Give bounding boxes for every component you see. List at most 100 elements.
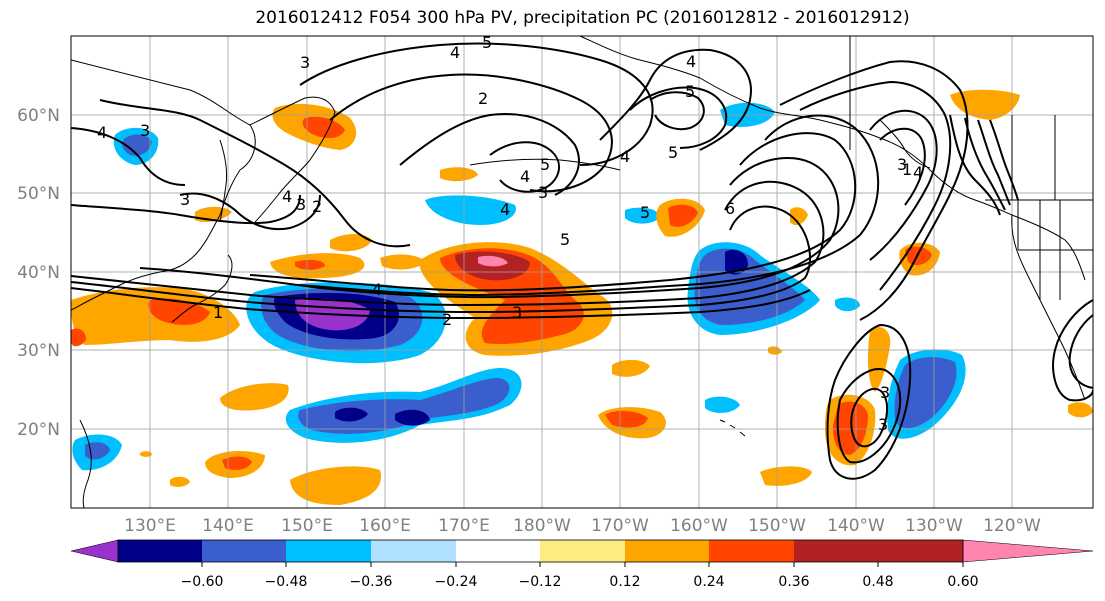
colorbar-labels: −0.60 −0.48 −0.36 −0.24 −0.12 0.12 0.24 …	[181, 574, 979, 590]
lon-label: 150°E	[281, 516, 333, 536]
coast-ca	[1011, 214, 1086, 401]
colorbar-segment	[371, 540, 456, 562]
latitude-labels: 20°N 30°N 40°N 50°N 60°N	[17, 106, 60, 440]
lat-label-30n: 30°N	[17, 341, 60, 361]
colorbar-label: 0.36	[778, 574, 809, 590]
contour-label: 4	[500, 200, 510, 219]
colorbar-segments	[118, 540, 878, 562]
neg-small-165w	[705, 396, 740, 413]
pos-gulf-alaska-red	[668, 204, 698, 227]
pos-subtrop-west	[220, 383, 289, 411]
coast-alaska	[579, 36, 1086, 281]
coast-kamchatka	[249, 96, 336, 223]
lat-label-50n: 50°N	[17, 184, 60, 204]
colorbar-label: −0.60	[181, 574, 224, 590]
lon-label: 180°W	[513, 516, 571, 536]
contour-label: 5	[668, 143, 678, 162]
pv-contour-2	[71, 205, 811, 314]
lon-label: 140°W	[827, 516, 885, 536]
contour-label: 3	[538, 183, 548, 202]
pos-band-central-pink	[478, 255, 508, 267]
lat-label-20n: 20°N	[17, 420, 60, 440]
pos-40n-west-2	[330, 234, 372, 252]
pv-contour-9	[71, 127, 186, 186]
pv-contour-12	[329, 73, 613, 193]
neg-alaska-2	[625, 207, 660, 224]
pos-se-corner	[1068, 402, 1093, 418]
lon-label: 160°W	[670, 516, 728, 536]
contour-label: 5	[540, 155, 550, 174]
contour-label: 4	[282, 187, 292, 206]
pv-contour-10	[99, 99, 411, 248]
pv-contour-14	[489, 141, 560, 193]
colorbar-label: −0.36	[350, 574, 393, 590]
colorbar-segment	[118, 540, 202, 562]
pos-173w-20n-red	[605, 410, 648, 428]
pv-contour-29	[1052, 299, 1093, 402]
pv-contour-23	[964, 117, 1006, 211]
pos-40n-mid	[380, 254, 425, 270]
lon-label: 160°E	[359, 516, 411, 536]
contour-label: 4	[686, 52, 696, 71]
pos-160e-10n	[290, 466, 381, 505]
colorbar-segment	[540, 540, 625, 562]
pv-contour-15	[599, 48, 752, 151]
contour-label: 4	[450, 43, 460, 62]
lon-label: 130°E	[124, 516, 176, 536]
contour-label: 3	[512, 303, 522, 322]
neg-subtropic-inner	[298, 378, 510, 434]
pos-140w-20n-red	[832, 401, 868, 455]
pos-small-172w	[612, 359, 650, 377]
border-canada-provinces	[1011, 115, 1056, 200]
pv-contour-17	[649, 91, 705, 131]
pv-contour-22	[949, 114, 1001, 216]
pv-contour-24	[977, 119, 1011, 206]
lon-label: 170°W	[591, 516, 649, 536]
neg-subtropic-core	[335, 407, 368, 422]
lat-label-40n: 40°N	[17, 263, 60, 283]
pv-contour-27	[850, 387, 888, 448]
lon-label: 140°E	[202, 516, 254, 536]
contour-label: 5	[685, 82, 695, 101]
border-us-states-1	[1017, 200, 1093, 300]
lon-label: 130°W	[905, 516, 963, 536]
colorbar-label: 0.48	[862, 574, 893, 590]
contour-label: 5	[640, 203, 650, 222]
neg-kamchatka-inner	[122, 134, 152, 156]
map-frame	[70, 35, 1094, 509]
colorbar-label: 0.60	[947, 574, 978, 590]
pos-152w-12n	[760, 466, 812, 486]
colorbar-segment	[456, 540, 540, 562]
pv-contour-16	[629, 86, 728, 149]
contour-label: 4	[520, 167, 530, 186]
colorbar-ticks	[201, 562, 964, 567]
pv-contour-19	[799, 80, 952, 291]
contour-label: 3	[296, 195, 306, 214]
colorbar-segment	[625, 540, 709, 562]
pos-bering	[440, 167, 478, 182]
colorbar-segment	[794, 540, 878, 562]
pos-140w-30n	[867, 326, 891, 392]
colorbar-label: −0.48	[265, 574, 308, 590]
neg-aleutian	[425, 195, 516, 225]
pv-contour-6	[299, 114, 880, 297]
colorbar-segment	[878, 540, 963, 562]
contour-label: 3	[878, 415, 888, 434]
pos-small-sw-2	[140, 451, 152, 457]
pv-contour-21	[879, 127, 926, 206]
lat-label-60n: 60°N	[17, 106, 60, 126]
colorbar-segment	[286, 540, 371, 562]
coastlines	[71, 36, 1093, 508]
colorbar-label: 0.12	[609, 574, 640, 590]
pv-contour-7	[71, 194, 301, 225]
contour-label: 4	[372, 280, 382, 299]
pv-contour-4	[139, 157, 840, 299]
contour-label: 1	[902, 160, 912, 179]
longitude-labels: 130°E 140°E 150°E 160°E 170°E 180°W 170°…	[124, 516, 1041, 536]
contour-label: 6	[725, 199, 735, 218]
pv-contour-3	[71, 180, 825, 307]
coast-japan	[171, 254, 233, 323]
colorbar-segment	[202, 540, 286, 562]
pv-contour-25	[989, 119, 1019, 201]
